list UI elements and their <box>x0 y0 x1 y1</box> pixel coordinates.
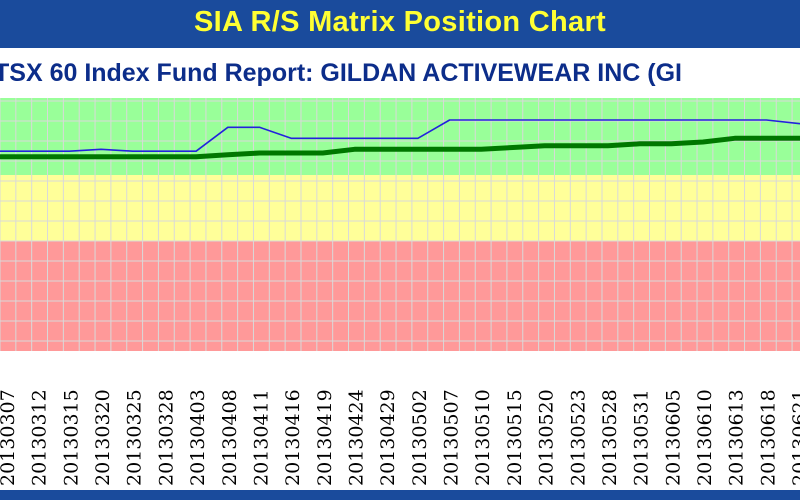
series-line-1 <box>0 119 800 152</box>
x-tick-label: 20130507 <box>441 389 463 486</box>
x-tick-label: 20130411 <box>251 389 273 486</box>
x-tick-label: 20130510 <box>472 389 494 486</box>
zone-green <box>0 98 800 175</box>
x-tick-label: 20130320 <box>92 389 114 486</box>
x-tick-label: 20130605 <box>662 389 684 486</box>
chart-title: SIA R/S Matrix Position Chart <box>193 6 607 38</box>
x-tick-label: 20130429 <box>377 389 399 486</box>
x-tick-label: 20130610 <box>694 389 716 486</box>
report-title-bar: TSX 60 Index Fund Report: GILDAN ACTIVEW… <box>0 48 800 98</box>
x-tick-label: 20130312 <box>29 389 51 486</box>
x-tick-label: 20130328 <box>155 389 177 486</box>
x-tick-label: 20130531 <box>631 389 653 486</box>
x-tick-label: 20130613 <box>726 389 748 486</box>
x-tick-label: 20130307 <box>0 389 19 486</box>
report-title: TSX 60 Index Fund Report: GILDAN ACTIVEW… <box>0 59 682 87</box>
x-tick-labels: 20130307 20130312 20130315 20130320 20130325… <box>0 389 800 486</box>
x-tick-label: 20130528 <box>599 389 621 486</box>
x-tick-label: 20130424 <box>346 389 368 486</box>
series-lines <box>0 119 800 160</box>
zone-yellow <box>0 175 800 241</box>
x-tick-label: 20130618 <box>757 389 779 486</box>
rs-matrix-chart: 20130307 20130312 20130315 20130320 20130325… <box>0 98 800 490</box>
x-tick-label: 20130515 <box>504 389 526 486</box>
x-tick-label: 20130520 <box>536 389 558 486</box>
x-tick-label: 20130315 <box>60 389 82 486</box>
x-tick-label: 20130325 <box>124 389 146 486</box>
x-tick-label: 20130621 <box>789 389 800 486</box>
zone-red <box>0 241 800 351</box>
x-tick-label: 20130419 <box>314 389 336 486</box>
bottom-border <box>0 490 800 500</box>
zone-bands <box>0 98 800 490</box>
x-tick-label: 20130403 <box>187 389 209 486</box>
series-line-2 <box>0 135 800 160</box>
x-tick-label: 20130408 <box>219 389 241 486</box>
x-tick-label: 20130416 <box>282 389 304 486</box>
tick-area <box>0 351 800 490</box>
x-tick-label: 20130523 <box>567 389 589 486</box>
x-tick-label: 20130502 <box>409 389 431 486</box>
